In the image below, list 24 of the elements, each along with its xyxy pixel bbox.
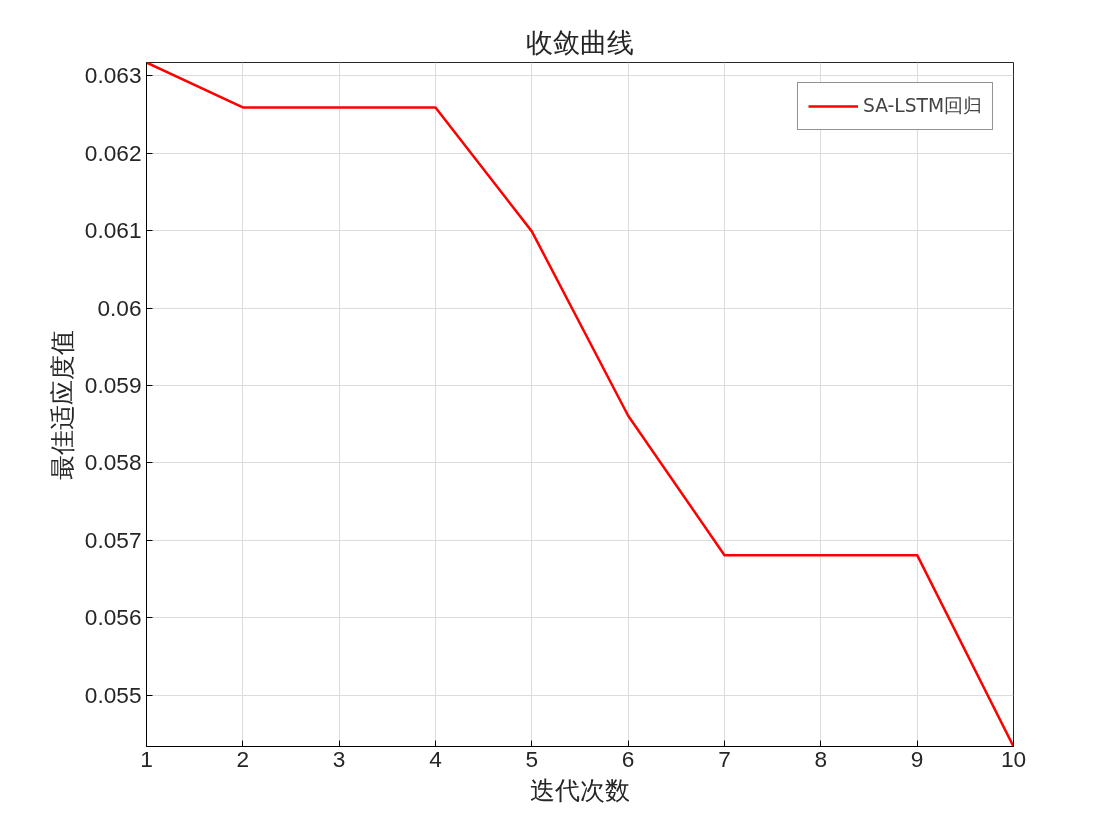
y-tick-label: 0.056 <box>84 604 142 631</box>
y-tick-label: 0.057 <box>84 526 142 553</box>
y-tick-label: 0.06 <box>97 294 142 321</box>
y-tick-label: 0.055 <box>84 681 142 708</box>
legend-label: SA-LSTM回归 <box>862 94 982 118</box>
y-tick-label: 0.062 <box>84 139 142 166</box>
x-tick-label: 10 <box>1000 745 1027 772</box>
x-axis-title: 迭代次数 <box>530 774 630 805</box>
y-tick-label: 0.058 <box>84 449 142 476</box>
y-tick-label: 0.063 <box>84 62 142 89</box>
chart-title: 收敛曲线 <box>526 26 634 58</box>
x-tick-label: 8 <box>814 745 828 772</box>
x-tick-label: 2 <box>236 745 250 772</box>
y-axis-title: 最佳适应度值 <box>46 329 77 480</box>
x-tick-label: 5 <box>525 745 539 772</box>
line-series <box>146 62 1014 747</box>
x-tick-label: 6 <box>621 745 635 772</box>
x-tick-label: 4 <box>429 745 442 772</box>
y-tick-label: 0.059 <box>84 372 142 399</box>
x-tick-label: 9 <box>910 745 924 772</box>
y-tick-label: 0.061 <box>84 217 142 244</box>
x-tick-label: 7 <box>718 745 731 772</box>
x-tick-label: 3 <box>332 745 346 772</box>
x-tick-label: 1 <box>140 745 153 772</box>
